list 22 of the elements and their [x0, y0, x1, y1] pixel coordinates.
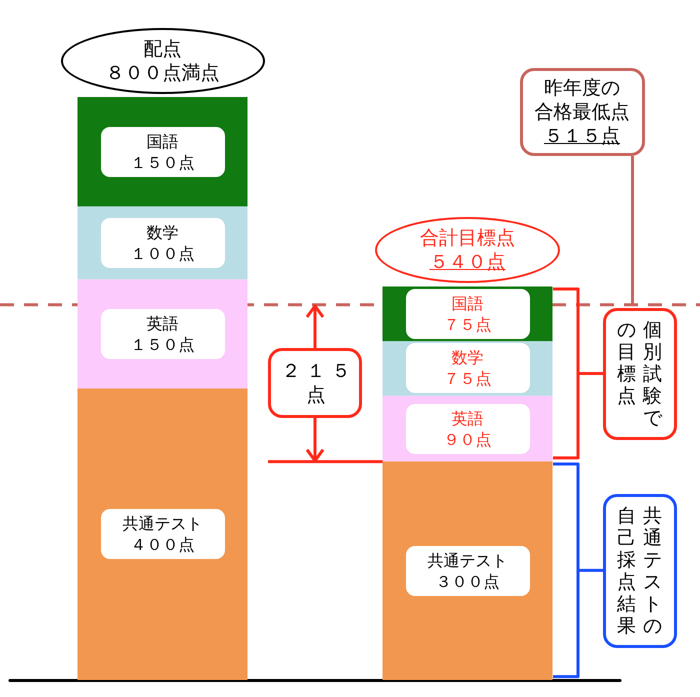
data-label: ７５点	[442, 314, 492, 335]
data-label: １００点	[130, 242, 196, 264]
data-label: １５０点	[130, 334, 196, 355]
annotation: ２１５点	[268, 348, 362, 418]
text: 英語	[146, 314, 178, 333]
text: 共通テストの自己採点結果	[617, 504, 662, 637]
total-label: 配点８００点満点	[106, 37, 220, 85]
series-label: 数学	[450, 347, 484, 368]
text: 国語	[146, 132, 178, 151]
series-label: 共通テスト	[122, 513, 204, 534]
data-label: １５０点	[130, 152, 196, 173]
data-label: ９０点	[442, 428, 492, 450]
series-label: 国語	[450, 292, 484, 314]
ref-line-label: 昨年度の合格最低点５１５点	[534, 76, 630, 148]
data-label: ７５点	[442, 368, 492, 390]
data-label: ３００点	[434, 570, 500, 592]
series-label: 英語	[450, 408, 484, 429]
text: 共通テスト	[428, 550, 508, 570]
data-label: ４００点	[130, 534, 196, 556]
text: 個別試験での目標点	[617, 318, 662, 429]
text: 数学	[146, 222, 178, 242]
total-label: 合計目標点５４０点	[420, 226, 515, 274]
